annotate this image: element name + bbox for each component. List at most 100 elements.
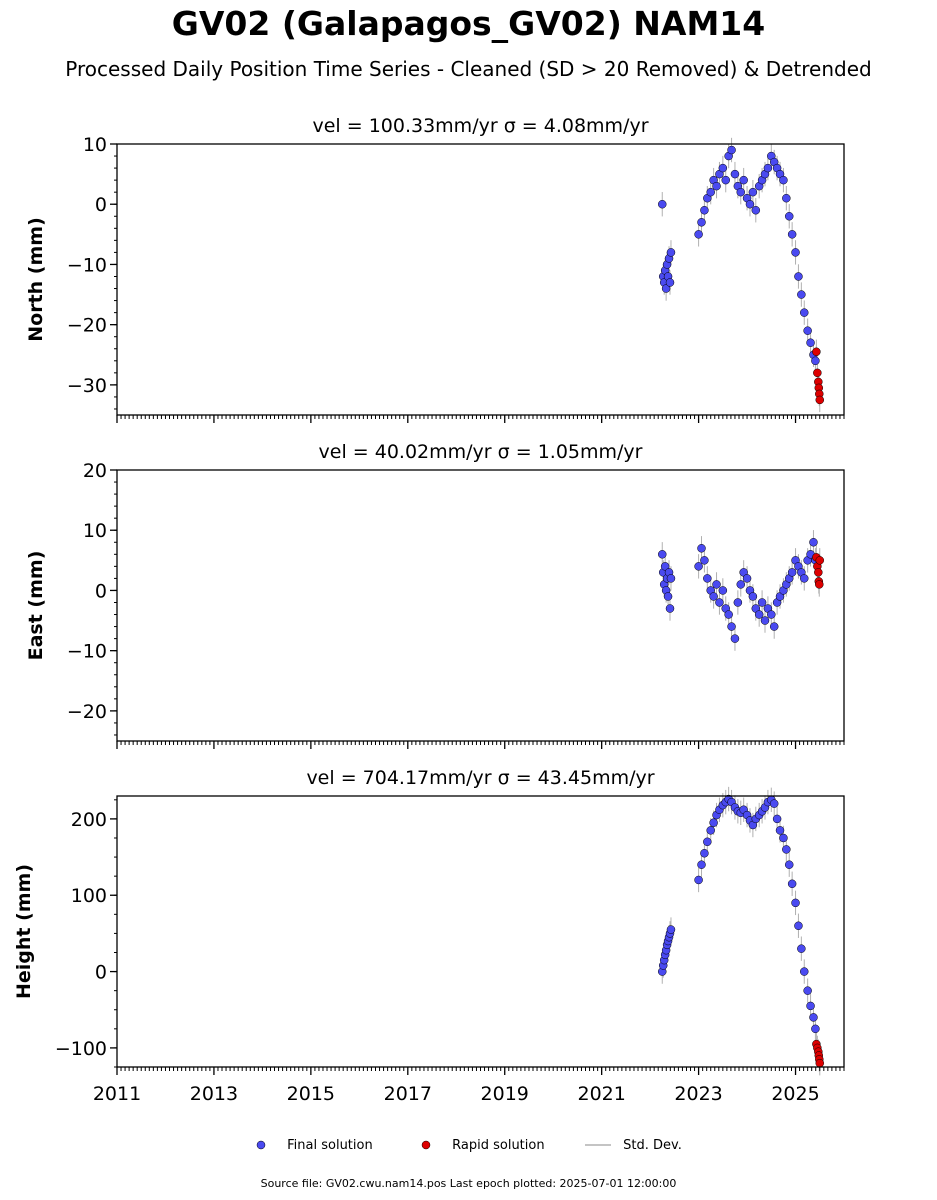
plot-frame	[116, 795, 845, 1068]
data-point	[660, 562, 670, 571]
panel-2: vel = 40.02mm/yr σ = 1.05mm/yr East (mm) 2…	[25, 441, 845, 749]
data-point	[724, 610, 733, 619]
data-point	[712, 181, 721, 191]
panel-1: vel = 100.33mm/yr σ = 4.08mm/yr North (mm…	[25, 115, 845, 423]
data-point	[733, 598, 743, 607]
data-point	[815, 580, 824, 589]
data-point	[763, 163, 773, 173]
data-point	[782, 193, 791, 203]
data-point	[706, 187, 715, 197]
data-point	[661, 284, 671, 293]
chart-title: GV02 (Galapagos_GV02) NAM14	[171, 4, 766, 43]
data-point	[739, 175, 748, 185]
y-tick-label: 0	[95, 194, 107, 216]
data-point	[815, 1058, 825, 1068]
x-tick-label: 2019	[481, 1083, 529, 1105]
chart-subtitle: Processed Daily Position Time Series - C…	[65, 57, 872, 81]
data-point	[787, 568, 797, 577]
data-point	[721, 175, 730, 185]
legend-item-stddev: Std. Dev.	[583, 1137, 682, 1153]
data-point	[812, 347, 821, 357]
final-marker-icon	[256, 1140, 266, 1150]
data-point	[760, 616, 770, 625]
data-point	[658, 550, 667, 559]
data-point	[767, 610, 776, 619]
x-tick-label: 2013	[190, 1083, 238, 1105]
y-tick-label: −10	[67, 254, 107, 276]
legend-label-rapid: Rapid solution	[452, 1137, 545, 1153]
data-point	[797, 944, 806, 953]
x-tick-label: 2023	[674, 1083, 722, 1105]
legend-item-final: Final solution	[253, 1137, 373, 1153]
data-point	[784, 860, 794, 869]
y-tick-label: 0	[95, 962, 107, 984]
data-point	[665, 604, 675, 613]
data-point	[694, 230, 703, 239]
y-axis-label: Height (mm)	[13, 864, 35, 999]
data-point	[715, 598, 724, 607]
data-point	[803, 326, 812, 335]
data-point	[730, 634, 740, 643]
panel-title: vel = 100.33mm/yr σ = 4.08mm/yr	[312, 115, 648, 137]
data-point	[769, 799, 779, 808]
y-tick-label: 200	[71, 809, 107, 831]
panel-title: vel = 40.02mm/yr σ = 1.05mm/yr	[319, 441, 643, 463]
data-point	[727, 145, 736, 155]
data-point	[809, 538, 818, 547]
data-point	[791, 898, 800, 908]
y-axis-label: North (mm)	[25, 217, 47, 342]
y-tick-label: −20	[67, 701, 107, 723]
y-tick-label: −30	[67, 375, 107, 397]
data-point	[697, 860, 706, 869]
legend-item-rapid: Rapid solution	[418, 1137, 545, 1153]
x-tick-label: 2011	[93, 1083, 141, 1105]
data-point	[666, 925, 676, 934]
data-point	[730, 169, 740, 179]
data-point	[694, 562, 703, 571]
y-tick-label: −100	[55, 1038, 107, 1060]
data-point	[806, 338, 815, 347]
data-point	[700, 205, 709, 215]
x-tick-label: 2025	[771, 1083, 819, 1105]
data-point	[787, 879, 797, 889]
data-point	[800, 967, 809, 976]
data-point	[779, 175, 788, 185]
data-point	[658, 199, 667, 209]
data-point	[748, 187, 758, 197]
data-point	[748, 592, 758, 601]
data-point	[736, 580, 746, 589]
data-point	[811, 1024, 820, 1034]
data-point	[787, 230, 797, 239]
data-point	[784, 212, 794, 221]
data-point	[694, 875, 703, 885]
data-point	[703, 574, 712, 583]
y-tick-label: 0	[95, 580, 107, 602]
data-point	[814, 568, 823, 577]
data-point	[769, 622, 779, 631]
data-point	[782, 845, 791, 854]
y-tick-label: 20	[83, 460, 107, 482]
data-point	[666, 574, 676, 583]
x-tick-label: 2017	[384, 1083, 432, 1105]
data-point	[794, 921, 803, 931]
y-tick-label: 100	[71, 885, 107, 907]
data-point	[665, 278, 675, 287]
data-point	[811, 356, 820, 366]
data-point	[815, 395, 825, 405]
data-point	[736, 187, 746, 197]
data-point	[709, 592, 718, 601]
data-point	[727, 622, 736, 631]
data-point	[800, 308, 809, 317]
legend-label-final: Final solution	[287, 1137, 373, 1153]
panel-title: vel = 704.17mm/yr σ = 43.45mm/yr	[306, 767, 654, 789]
data-point	[757, 598, 767, 607]
data-point	[703, 837, 712, 847]
data-point	[751, 205, 761, 215]
data-point	[806, 1001, 815, 1011]
y-tick-label: 10	[83, 520, 107, 542]
x-tick-label: 2015	[287, 1083, 335, 1105]
data-point	[700, 849, 709, 858]
x-tick-label: 2021	[577, 1083, 625, 1105]
data-point	[697, 218, 706, 227]
